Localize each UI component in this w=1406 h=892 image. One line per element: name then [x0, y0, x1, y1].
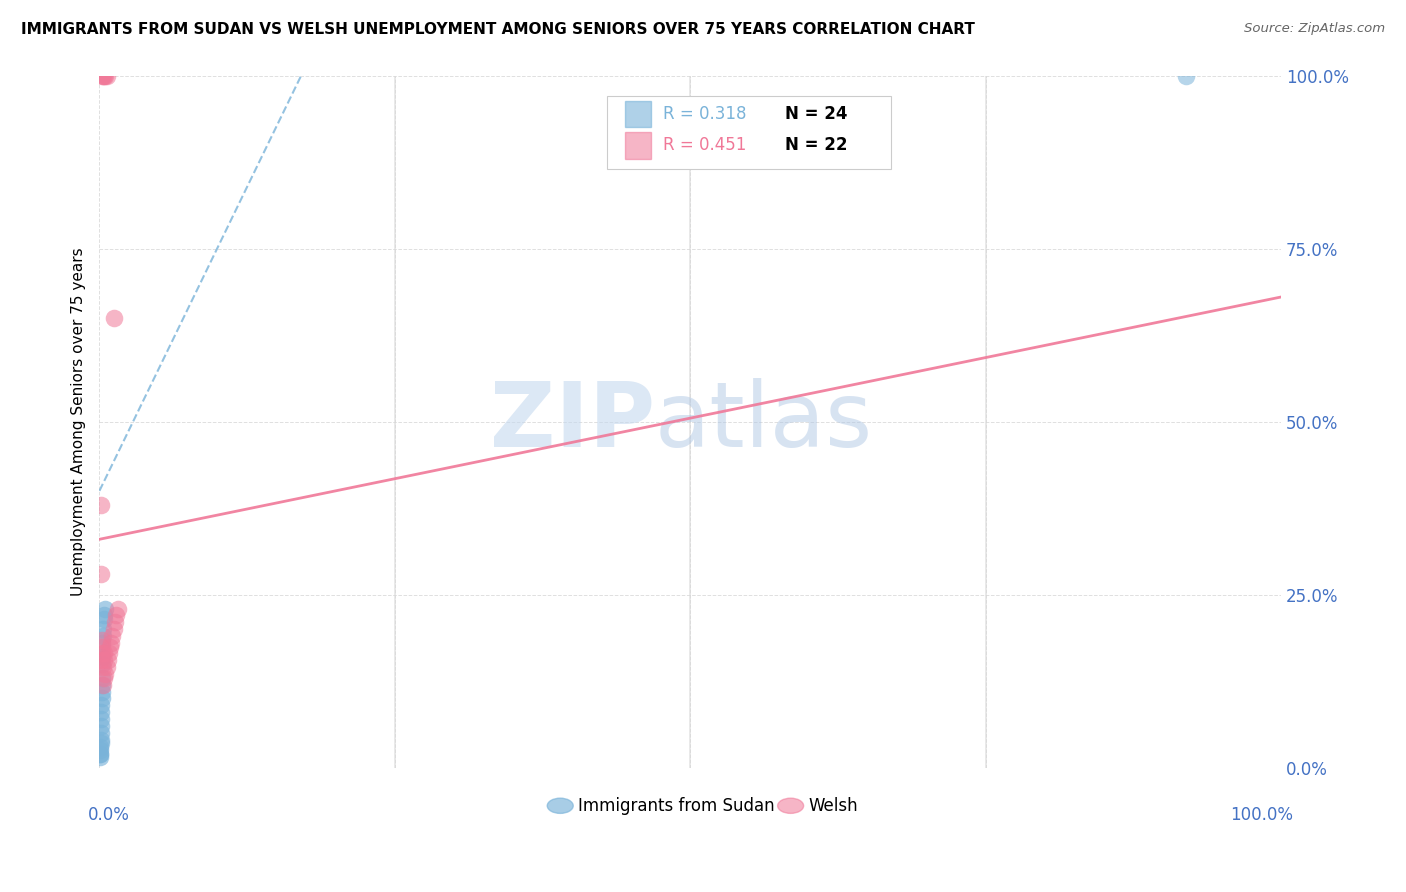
Point — [90, 566, 112, 581]
Point — [90, 684, 112, 698]
Point — [101, 629, 124, 643]
Point — [89, 750, 111, 764]
Text: N = 22: N = 22 — [785, 136, 848, 154]
Point — [90, 69, 112, 83]
Point — [91, 69, 114, 83]
Point — [103, 622, 125, 636]
Point — [93, 69, 115, 83]
Point — [90, 733, 112, 747]
Text: Immigrants from Sudan: Immigrants from Sudan — [578, 797, 775, 814]
Point — [91, 622, 114, 636]
Text: 0.0%: 0.0% — [87, 805, 129, 824]
Point — [91, 649, 114, 664]
Point — [90, 647, 112, 661]
Point — [104, 615, 127, 630]
Circle shape — [547, 798, 574, 814]
Point — [89, 747, 111, 761]
Point — [107, 601, 129, 615]
Point — [90, 712, 112, 726]
Point — [103, 310, 125, 325]
Point — [91, 629, 114, 643]
Point — [90, 653, 112, 667]
Point — [94, 667, 117, 681]
Point — [93, 647, 115, 661]
Point — [89, 747, 111, 761]
Point — [97, 647, 120, 661]
Point — [100, 636, 122, 650]
Point — [90, 678, 112, 692]
Point — [94, 69, 117, 83]
Bar — [626, 132, 651, 159]
Point — [104, 608, 127, 623]
Point — [90, 726, 112, 740]
Text: ZIP: ZIP — [489, 377, 655, 466]
Point — [91, 660, 114, 674]
Point — [90, 706, 112, 720]
Point — [91, 632, 114, 647]
Point — [90, 657, 112, 671]
Text: N = 24: N = 24 — [785, 105, 848, 123]
Circle shape — [778, 798, 804, 814]
Text: Source: ZipAtlas.com: Source: ZipAtlas.com — [1244, 22, 1385, 36]
Text: IMMIGRANTS FROM SUDAN VS WELSH UNEMPLOYMENT AMONG SENIORS OVER 75 YEARS CORRELAT: IMMIGRANTS FROM SUDAN VS WELSH UNEMPLOYM… — [21, 22, 974, 37]
Bar — [626, 101, 651, 128]
Point — [90, 719, 112, 733]
Point — [94, 601, 117, 615]
Point — [93, 608, 115, 623]
Point — [90, 736, 112, 750]
Point — [91, 636, 114, 650]
Point — [96, 660, 118, 674]
Point — [90, 698, 112, 713]
Point — [90, 691, 112, 706]
Point — [98, 640, 121, 654]
Point — [90, 671, 112, 685]
Point — [93, 612, 115, 626]
Point — [90, 498, 112, 512]
Text: R = 0.318: R = 0.318 — [664, 105, 747, 123]
Point — [91, 678, 114, 692]
Point — [89, 739, 111, 754]
Point — [89, 743, 111, 757]
Text: Welsh: Welsh — [808, 797, 858, 814]
Point — [96, 69, 118, 83]
Point — [97, 653, 120, 667]
FancyBboxPatch shape — [607, 96, 891, 169]
Point — [90, 640, 112, 654]
Point — [93, 671, 115, 685]
Y-axis label: Unemployment Among Seniors over 75 years: Unemployment Among Seniors over 75 years — [72, 247, 86, 596]
Point — [93, 653, 115, 667]
Text: atlas: atlas — [655, 377, 873, 466]
Text: 100.0%: 100.0% — [1230, 805, 1292, 824]
Text: R = 0.451: R = 0.451 — [664, 136, 747, 154]
Point — [1175, 69, 1198, 83]
